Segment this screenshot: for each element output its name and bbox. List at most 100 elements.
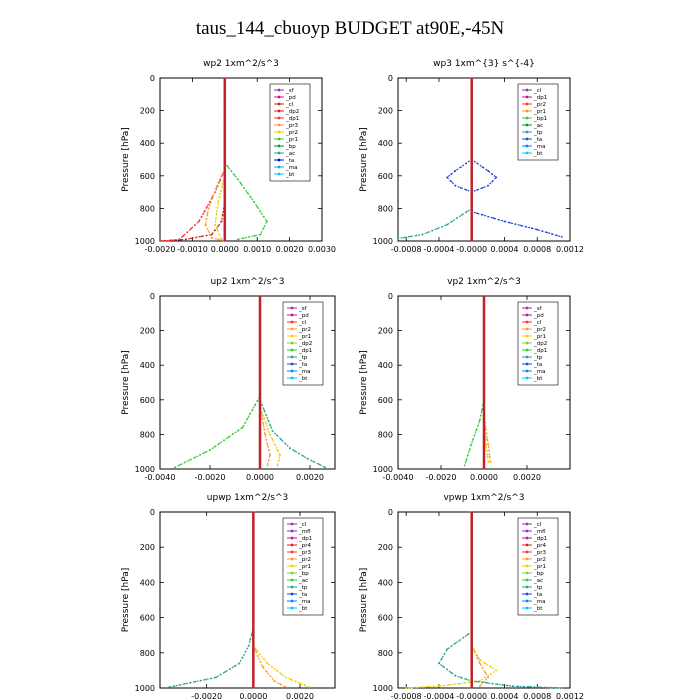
series-point	[491, 180, 494, 183]
legend-entry: _bp	[285, 144, 296, 150]
series-point	[275, 669, 278, 672]
legend-entry: _dp1	[298, 536, 312, 542]
series-point	[488, 449, 490, 452]
legend-entry: _cl	[298, 522, 307, 528]
legend-marker	[277, 158, 281, 162]
series-point	[421, 686, 424, 688]
legend-entry: _bt	[298, 376, 308, 382]
series-point	[458, 639, 461, 642]
series-point	[269, 675, 272, 678]
plot-title: wp2 1xm^2/s^3	[203, 59, 279, 69]
legend-marker	[525, 306, 529, 310]
series-point	[213, 191, 216, 194]
legend-marker	[525, 327, 529, 331]
series-point	[211, 197, 214, 199]
series-point	[533, 686, 536, 688]
series-point	[487, 170, 489, 172]
legend-entry: _dp1	[533, 536, 547, 542]
series-point	[530, 227, 533, 230]
series-point	[289, 678, 292, 681]
series-point	[473, 434, 476, 436]
series-point	[190, 237, 193, 240]
y-tick-label: 600	[378, 172, 393, 181]
series-line-pr1	[259, 296, 281, 466]
legend-entry: _tp	[298, 355, 308, 361]
legend-entry: _pd	[298, 313, 309, 319]
series-point	[216, 228, 219, 231]
series-point	[465, 210, 468, 213]
legend-entry: _pr1	[298, 334, 311, 340]
legend-marker	[290, 592, 294, 596]
y-tick-label: 200	[378, 107, 393, 116]
series-point	[441, 225, 444, 228]
legend-entry: _tp	[533, 130, 543, 136]
series-point	[426, 231, 429, 234]
series-point	[459, 676, 462, 679]
series-point	[405, 687, 408, 689]
series-point	[484, 671, 487, 674]
series-point	[285, 676, 287, 679]
series-point	[267, 419, 270, 422]
series-point	[271, 438, 274, 441]
series-point	[210, 236, 213, 239]
legend-marker	[277, 137, 281, 141]
series-point	[178, 238, 181, 241]
legend-entry: _ta	[533, 362, 542, 368]
legend-entry: _ta	[285, 158, 294, 164]
series-point	[206, 205, 208, 208]
y-tick-label: 800	[378, 649, 393, 658]
series-point	[438, 662, 440, 665]
series-line-dp1	[464, 296, 485, 466]
series-point	[501, 684, 504, 686]
series-point	[491, 682, 494, 685]
legend-marker	[290, 334, 294, 338]
series-point	[475, 429, 478, 432]
x-tick-label: -0.0008	[391, 692, 422, 700]
series-point	[216, 206, 219, 209]
y-tick-label: 800	[140, 649, 155, 658]
legend-marker	[525, 362, 529, 366]
series-point	[484, 676, 487, 679]
y-tick-label: 200	[140, 543, 155, 552]
y-tick-label: 600	[140, 614, 155, 623]
series-point	[267, 428, 269, 430]
series-point	[237, 429, 239, 432]
legend-marker	[525, 571, 529, 575]
legend-marker	[525, 578, 529, 582]
series-line-pr2	[259, 296, 271, 466]
legend-marker	[525, 88, 529, 92]
series-line-dp1	[166, 78, 226, 242]
series-point	[454, 184, 457, 187]
legend-marker	[525, 606, 529, 610]
series-point	[289, 447, 291, 450]
legend-entry: _bt	[285, 172, 295, 178]
series-point	[184, 461, 186, 464]
series-line-tp	[259, 296, 326, 468]
series-point	[273, 680, 276, 682]
series-point	[450, 671, 453, 674]
y-axis-label: Pressure [hPa]	[359, 568, 369, 633]
series-point	[221, 185, 224, 188]
series-point	[525, 226, 528, 228]
legend-marker	[525, 369, 529, 373]
series-point	[556, 234, 558, 237]
plot-frame	[397, 511, 571, 689]
series-point	[261, 411, 263, 414]
series-point	[253, 234, 256, 237]
legend-marker	[290, 606, 294, 610]
series-point	[471, 439, 474, 441]
legend-marker	[290, 564, 294, 568]
series-point	[481, 166, 484, 169]
series-point	[215, 218, 217, 220]
legend-marker	[277, 123, 281, 127]
series-point	[293, 449, 296, 452]
series-point	[198, 220, 200, 223]
series-point	[266, 662, 269, 665]
series-point	[262, 227, 265, 229]
series-point	[257, 655, 259, 658]
series-point	[190, 227, 193, 230]
series-point	[495, 669, 498, 672]
series-point	[409, 235, 412, 238]
series-point	[492, 217, 495, 220]
legend-marker	[290, 355, 294, 359]
